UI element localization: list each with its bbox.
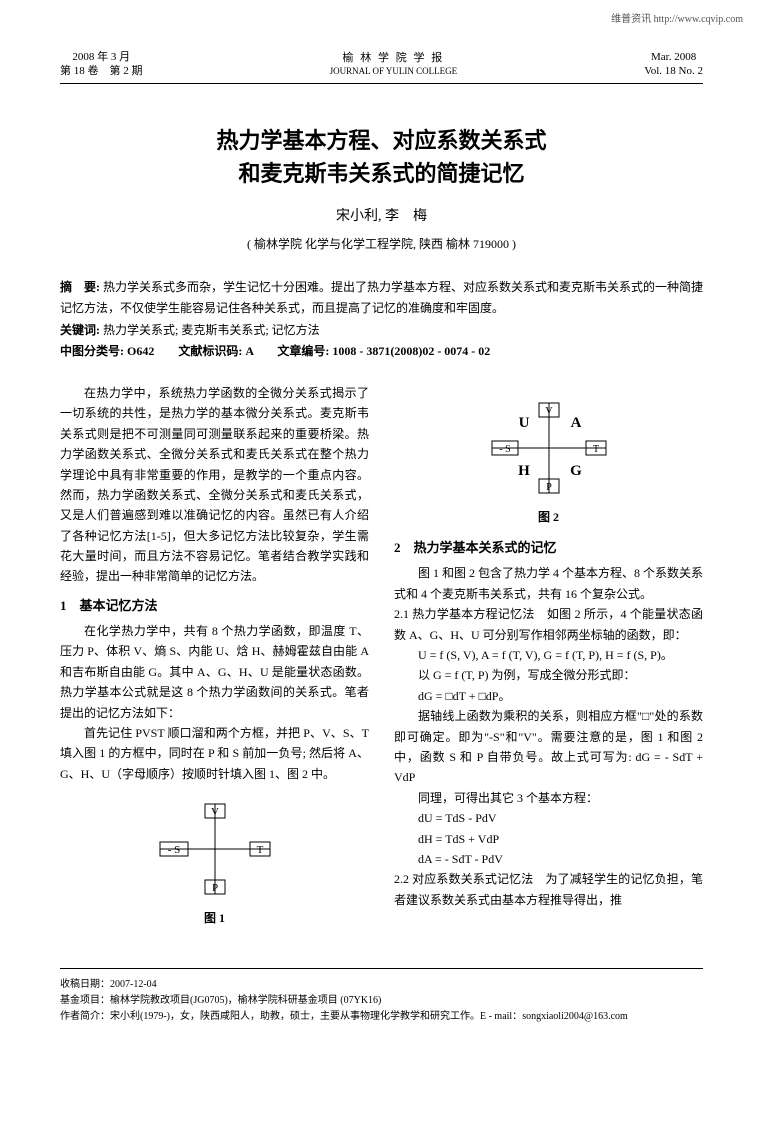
volume-issue-en: Vol. 18 No. 2 <box>644 64 703 78</box>
header-left: 2008 年 3 月 第 18 卷 第 2 期 <box>60 50 143 79</box>
section-2-title: 2 热力学基本关系式的记忆 <box>394 537 703 559</box>
title-line2: 和麦克斯韦关系式的简捷记忆 <box>60 157 703 190</box>
svg-text:T: T <box>256 844 263 856</box>
figure-2-caption: 图 2 <box>394 507 703 527</box>
header-center: 榆 林 学 院 学 报 JOURNAL OF YULIN COLLEGE <box>330 51 458 77</box>
issue-date: 2008 年 3 月 <box>60 50 143 64</box>
author-bio: 作者简介：宋小利(1979-)，女，陕西咸阳人，助教，硕士，主要从事物理化学教学… <box>60 1009 703 1025</box>
abstract-block: 摘 要: 热力学关系式多而杂，学生记忆十分困难。提出了热力学基本方程、对应系数关… <box>60 277 703 363</box>
sec2-p1: 图 1 和图 2 包含了热力学 4 个基本方程、8 个系数关系式和 4 个麦克斯… <box>394 563 703 604</box>
figure-2-svg: V T P - S U A H G <box>474 393 624 503</box>
section-1-title: 1 基本记忆方法 <box>60 595 369 617</box>
svg-text:- S: - S <box>167 844 180 856</box>
body-columns: 在热力学中，系统热力学函数的全微分关系式揭示了一切系统的共性，是热力学的基本微分… <box>60 383 703 939</box>
equation-1: U = f (S, V), A = f (T, V), G = f (T, P)… <box>394 645 703 665</box>
intro-paragraph: 在热力学中，系统热力学函数的全微分关系式揭示了一切系统的共性，是热力学的基本微分… <box>60 383 369 587</box>
svg-text:T: T <box>592 444 598 455</box>
svg-text:- S: - S <box>499 444 510 455</box>
received-date: 收稿日期：2007-12-04 <box>60 977 703 993</box>
equation-3: dU = TdS - PdV <box>394 808 703 828</box>
article-title: 热力学基本方程、对应系数关系式 和麦克斯韦关系式的简捷记忆 <box>60 124 703 190</box>
abstract-text: 热力学关系式多而杂，学生记忆十分困难。提出了热力学基本方程、对应系数关系式和麦克… <box>60 280 703 316</box>
svg-text:V: V <box>545 406 553 417</box>
figure-1-svg: V T P - S <box>145 794 285 904</box>
authors: 宋小利, 李 梅 <box>60 205 703 225</box>
right-column: V T P - S U A H G 图 2 2 热力学基本关系式的记忆 图 1 … <box>394 383 703 939</box>
volume-issue: 第 18 卷 第 2 期 <box>60 64 143 78</box>
figure-1-caption: 图 1 <box>60 908 369 928</box>
equation-4: dH = TdS + VdP <box>394 829 703 849</box>
sec2-1-p3: 同理，可得出其它 3 个基本方程： <box>394 788 703 808</box>
sec1-p1: 在化学热力学中，共有 8 个热力学函数，即温度 T、压力 P、体积 V、熵 S、… <box>60 621 369 723</box>
journal-name-cn: 榆 林 学 院 学 报 <box>330 51 458 65</box>
sec2-1-title: 2.1 热力学基本方程记忆法 <box>394 607 535 621</box>
issue-date-en: Mar. 2008 <box>644 50 703 64</box>
journal-name-en: JOURNAL OF YULIN COLLEGE <box>330 66 458 78</box>
equation-5: dA = - SdT - PdV <box>394 849 703 869</box>
svg-text:V: V <box>211 806 219 818</box>
svg-text:P: P <box>546 482 552 493</box>
fund-info: 基金项目：榆林学院教改项目(JG0705)，榆林学院科研基金项目 (07YK16… <box>60 993 703 1009</box>
watermark: 维普资讯 http://www.cqvip.com <box>611 10 743 25</box>
keywords-text: 热力学关系式; 麦克斯韦关系式; 记忆方法 <box>103 323 320 337</box>
sec1-p2: 首先记住 PVST 顺口溜和两个方框，并把 P、V、S、T 填入图 1 的方框中… <box>60 723 369 784</box>
sec2-2-title: 2.2 对应系数关系式记忆法 <box>394 872 533 886</box>
eq2-intro: 以 G = f (T, P) 为例，写成全微分形式即： <box>394 665 703 685</box>
sec2-1: 2.1 热力学基本方程记忆法 如图 2 所示，4 个能量状态函数 A、G、H、U… <box>394 604 703 645</box>
abstract-label: 摘 要: <box>60 280 100 294</box>
equation-2: dG = □dT + □dP。 <box>394 686 703 706</box>
clc-line: 中图分类号: O642 文献标识码: A 文章编号: 1008 - 3871(2… <box>60 341 703 363</box>
title-line1: 热力学基本方程、对应系数关系式 <box>60 124 703 157</box>
svg-text:U: U <box>518 415 529 431</box>
affiliation: ( 榆林学院 化学与化学工程学院, 陕西 榆林 719000 ) <box>60 235 703 252</box>
sec2-2: 2.2 对应系数关系式记忆法 为了减轻学生的记忆负担，笔者建议系数关系式由基本方… <box>394 869 703 910</box>
journal-header: 2008 年 3 月 第 18 卷 第 2 期 榆 林 学 院 学 报 JOUR… <box>60 50 703 84</box>
figure-2: V T P - S U A H G 图 2 <box>394 393 703 527</box>
svg-text:A: A <box>570 415 581 431</box>
keywords-label: 关键词: <box>60 323 100 337</box>
abstract: 摘 要: 热力学关系式多而杂，学生记忆十分困难。提出了热力学基本方程、对应系数关… <box>60 277 703 320</box>
page: 2008 年 3 月 第 18 卷 第 2 期 榆 林 学 院 学 报 JOUR… <box>0 0 763 1055</box>
figure-1: V T P - S 图 1 <box>60 794 369 928</box>
left-column: 在热力学中，系统热力学函数的全微分关系式揭示了一切系统的共性，是热力学的基本微分… <box>60 383 369 939</box>
svg-text:P: P <box>211 882 217 894</box>
keywords: 关键词: 热力学关系式; 麦克斯韦关系式; 记忆方法 <box>60 320 703 342</box>
svg-text:H: H <box>518 463 530 479</box>
header-right: Mar. 2008 Vol. 18 No. 2 <box>644 50 703 79</box>
sec2-1-p2: 据轴线上函数为乘积的关系，则相应方框"□"处的系数即可确定。即为"-S"和"V"… <box>394 706 703 788</box>
svg-text:G: G <box>570 463 582 479</box>
footer: 收稿日期：2007-12-04 基金项目：榆林学院教改项目(JG0705)，榆林… <box>60 968 703 1025</box>
